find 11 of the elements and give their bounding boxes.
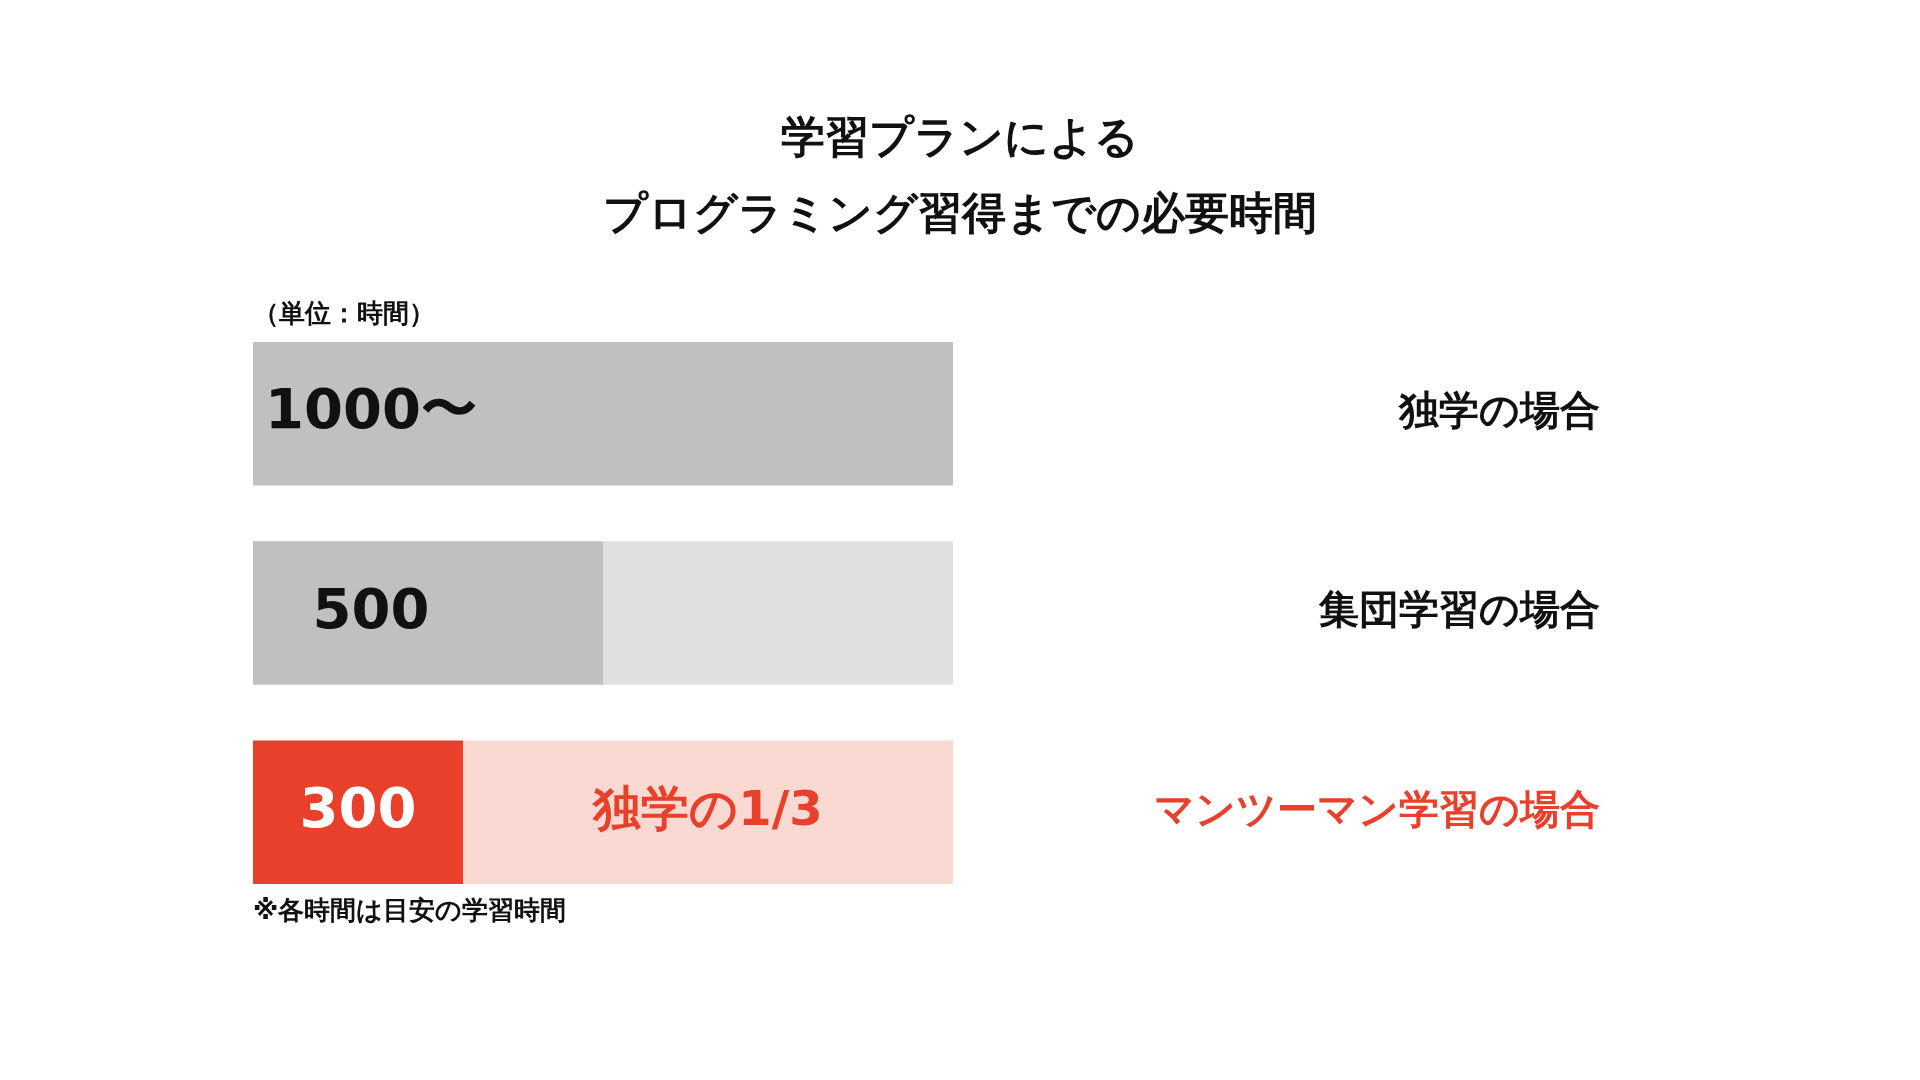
chart-title: 学習プランによる — [781, 111, 1139, 163]
annotation: 独学の1/3 — [591, 779, 823, 836]
data-label: 1000〜 — [265, 376, 477, 442]
annotation: ※各時間は目安の学習時間 — [253, 894, 567, 925]
y-tick-label: マンツーマン学習の場合 — [1154, 785, 1600, 832]
y-tick-label: 集団学習の場合 — [1318, 586, 1600, 633]
y-tick-label: 独学の場合 — [1398, 387, 1600, 434]
chart-subtitle: プログラミング習得までの必要時間 — [603, 187, 1317, 239]
data-label: 300 — [299, 774, 417, 840]
data-label: 500 — [312, 575, 430, 641]
annotation: （単位：時間） — [253, 297, 435, 328]
